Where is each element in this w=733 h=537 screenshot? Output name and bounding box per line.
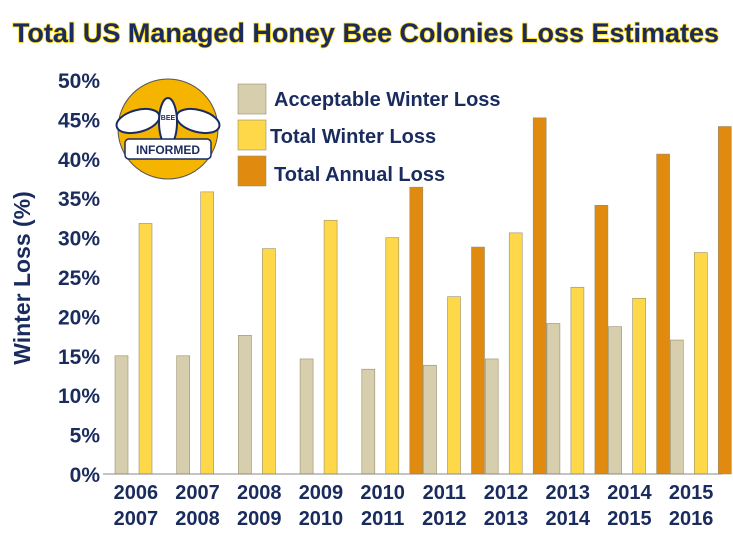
logo-text-bottom: INFORMED bbox=[136, 143, 200, 157]
legend-label: Total Winter Loss bbox=[270, 126, 436, 148]
y-tick-label: 25% bbox=[58, 267, 100, 290]
y-tick-label: 15% bbox=[58, 346, 100, 369]
x-tick-label: 2008 bbox=[175, 508, 220, 530]
bar bbox=[632, 297, 646, 475]
bar bbox=[608, 326, 622, 475]
bars bbox=[114, 117, 732, 475]
legend: Acceptable Winter Loss Total Winter Loss T… bbox=[237, 83, 501, 187]
x-tick-label: 2012 bbox=[422, 508, 467, 530]
x-axis-ticks: 2006 2007 2007 2008 2008 2009 2009 2010 2010 2011… bbox=[114, 482, 714, 530]
x-tick-label: 2014 bbox=[607, 482, 652, 504]
legend-swatch bbox=[237, 155, 267, 187]
bar bbox=[361, 368, 376, 475]
y-axis-ticks: 0% 5% 10% 15% 20% 25% 30% 35% 40% 45% 50% bbox=[58, 70, 100, 487]
x-tick-label: 2009 bbox=[237, 508, 282, 530]
x-tick-label: 2008 bbox=[237, 482, 282, 504]
bar bbox=[447, 296, 461, 475]
bar bbox=[138, 223, 153, 475]
bar bbox=[238, 335, 252, 475]
bar bbox=[508, 232, 523, 475]
bar bbox=[484, 358, 499, 475]
x-tick-label: 2011 bbox=[361, 508, 404, 530]
x-tick-label: 2006 bbox=[114, 482, 159, 504]
logo-text-top: BEE bbox=[161, 115, 176, 122]
x-tick-label: 2009 bbox=[299, 482, 344, 504]
bar bbox=[409, 186, 424, 475]
bar bbox=[546, 323, 561, 475]
y-tick-label: 45% bbox=[58, 109, 100, 132]
bar bbox=[423, 364, 437, 475]
y-tick-label: 20% bbox=[58, 306, 100, 329]
bar bbox=[299, 358, 314, 475]
x-tick-label: 2016 bbox=[669, 508, 714, 530]
bar bbox=[570, 286, 585, 475]
legend-swatch bbox=[237, 119, 267, 151]
y-tick-label: 40% bbox=[58, 149, 100, 172]
bar bbox=[471, 246, 485, 475]
legend-label: Acceptable Winter Loss bbox=[274, 89, 501, 111]
bar bbox=[532, 117, 547, 475]
x-tick-label: 2014 bbox=[546, 508, 591, 530]
bar bbox=[200, 191, 214, 475]
bar bbox=[594, 204, 609, 475]
y-tick-label: 0% bbox=[70, 464, 101, 487]
y-axis-label: Winter Loss (%) bbox=[9, 191, 35, 365]
bar bbox=[262, 248, 276, 475]
y-tick-label: 10% bbox=[58, 385, 100, 408]
y-tick-label: 35% bbox=[58, 188, 100, 211]
legend-label: Total Annual Loss bbox=[274, 164, 445, 186]
x-tick-label: 2011 bbox=[423, 482, 466, 504]
x-tick-label: 2015 bbox=[669, 482, 714, 504]
x-tick-label: 2013 bbox=[546, 482, 591, 504]
y-tick-label: 30% bbox=[58, 228, 100, 251]
y-tick-label: 5% bbox=[70, 425, 101, 448]
x-tick-label: 2010 bbox=[299, 508, 344, 530]
bar bbox=[176, 355, 190, 475]
bar bbox=[114, 355, 129, 475]
x-tick-label: 2013 bbox=[484, 508, 529, 530]
bar bbox=[693, 252, 708, 475]
legend-swatch bbox=[237, 83, 267, 115]
bar bbox=[669, 339, 684, 475]
x-tick-label: 2010 bbox=[360, 482, 405, 504]
chart-title: Total US Managed Honey Bee Colonies Loss… bbox=[13, 18, 719, 48]
x-tick-label: 2007 bbox=[114, 508, 159, 530]
x-tick-label: 2012 bbox=[484, 482, 529, 504]
bar bbox=[323, 219, 338, 475]
bee-informed-logo: BEE INFORMED bbox=[115, 78, 221, 180]
bar bbox=[385, 237, 400, 475]
bar bbox=[717, 126, 732, 475]
x-tick-label: 2015 bbox=[607, 508, 652, 530]
x-tick-label: 2007 bbox=[175, 482, 220, 504]
bar bbox=[656, 153, 670, 475]
y-tick-label: 50% bbox=[58, 70, 100, 93]
